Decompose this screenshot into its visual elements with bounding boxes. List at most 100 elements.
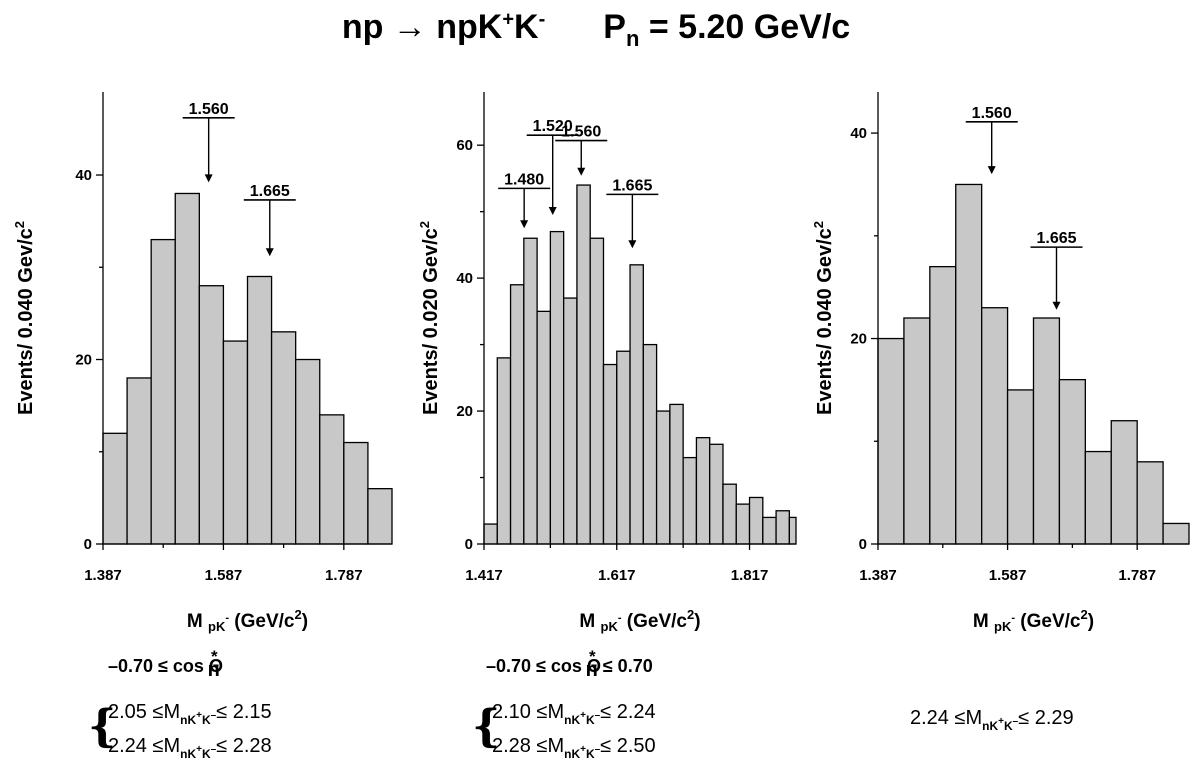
peak-annotation: 1.665	[1031, 230, 1083, 310]
cos-theta-cut: –0.70 ≤ cos Θ* n ≤ 0.70	[486, 647, 653, 681]
cos-theta-cut: –0.70 ≤ cos Θ* n	[108, 647, 223, 681]
x-axis-label-unit-sup: 2	[295, 607, 302, 622]
x-tick-label: 1.617	[598, 567, 636, 584]
annotation-arrow-head	[205, 174, 213, 182]
y-axis-label: Events/ 0.040 Gev/c2	[12, 221, 37, 415]
y-tick-label: 0	[859, 536, 867, 553]
histogram-bar	[683, 458, 696, 544]
histogram-bar	[537, 311, 550, 544]
histogram-bar	[1008, 390, 1034, 544]
histogram-bar	[643, 345, 656, 544]
y-tick-label: 40	[850, 125, 867, 142]
histogram-bar	[590, 238, 603, 544]
mass-cut-line-1-right: ≤ 2.15	[216, 701, 271, 723]
histogram-bar	[1034, 318, 1060, 544]
histogram-bar	[368, 489, 392, 544]
x-axis-label-close: )	[694, 611, 700, 632]
histogram-bar	[723, 484, 736, 544]
histogram-bar	[550, 232, 563, 544]
cos-cut-sub: n	[586, 659, 598, 681]
mass-cut-line-1: 2.10 ≤MnK+K–≤ 2.24	[492, 701, 656, 727]
x-axis-label-unit-sup: 2	[1081, 607, 1088, 622]
mass-cut-line-1-right: ≤ 2.29	[1018, 707, 1073, 729]
x-axis-label-close: )	[302, 611, 308, 632]
x-axis-label: M pK- (GeV/c2)	[187, 607, 308, 634]
histogram-bar	[750, 497, 763, 544]
x-axis-label-unit: (GeV/c	[1015, 611, 1081, 632]
peak-annotation: 1.665	[606, 177, 658, 248]
mass-cut-line-2-sub-mid: K	[202, 747, 211, 761]
histogram-bar	[617, 351, 630, 544]
x-tick-label: 1.587	[989, 567, 1027, 584]
x-axis-label-unit: (GeV/c	[622, 611, 688, 632]
mass-cut-line-1-sub-mid: K	[1004, 719, 1013, 733]
x-axis-label: M pK- (GeV/c2)	[579, 607, 700, 634]
y-axis-label-sup: 2	[417, 221, 432, 228]
x-tick-label: 1.387	[84, 567, 122, 584]
annotation-label: 1.560	[561, 124, 601, 141]
x-tick-label: 1.417	[465, 567, 503, 584]
annotation-arrow-head	[549, 207, 557, 215]
histogram-bar	[763, 517, 776, 544]
y-axis-label: Events/ 0.040 Gev/c2	[811, 221, 836, 415]
annotation-arrow-head	[628, 240, 636, 248]
mass-cut-line-2-sub: nK	[180, 747, 196, 761]
y-axis-label-sup: 2	[811, 221, 826, 228]
histogram-bar	[710, 444, 723, 544]
cos-cut-prefix: –0.70 ≤ cos Θ	[108, 656, 223, 676]
y-tick-label: 0	[84, 536, 92, 553]
histogram-bar	[1059, 380, 1085, 544]
histogram-bar	[199, 286, 223, 544]
y-tick-label: 20	[456, 403, 473, 420]
peak-annotation: 1.560	[966, 105, 1018, 174]
histogram-bar	[564, 298, 577, 544]
x-axis-label-sub: pK	[994, 619, 1012, 634]
x-axis-label-unit-sup: 2	[687, 607, 694, 622]
x-axis-label-unit: (GeV/c	[229, 611, 295, 632]
y-tick-label: 20	[850, 331, 867, 348]
y-axis-label-sup: 2	[12, 221, 27, 228]
histogram-bar	[127, 378, 151, 544]
histogram-bar	[630, 265, 643, 544]
histogram-bar	[1085, 452, 1111, 544]
x-axis-label-symbol: M	[973, 611, 994, 632]
histogram-bar	[657, 411, 670, 544]
annotation-label: 1.560	[189, 101, 229, 118]
histogram-bar	[904, 318, 930, 544]
histogram-bar	[878, 339, 904, 544]
histogram-bar	[103, 433, 127, 544]
mass-cut-line-2-right: ≤ 2.50	[600, 735, 655, 757]
annotation-label: 1.665	[1036, 230, 1076, 247]
mass-cut-line-2-sub-mid: K	[586, 747, 595, 761]
mass-cut-line-2: 2.28 ≤MnK+K–≤ 2.50	[492, 735, 656, 761]
histogram-bar	[511, 285, 524, 544]
x-axis-label-symbol: M	[187, 611, 208, 632]
y-tick-label: 40	[456, 270, 473, 287]
mass-cut-line-2-left: 2.28 ≤M	[492, 735, 564, 757]
histogram-bar	[603, 365, 616, 544]
histogram-bar	[789, 517, 796, 544]
histogram-bar	[223, 341, 247, 544]
annotation-arrow-head	[266, 248, 274, 256]
x-tick-label: 1.787	[325, 567, 363, 584]
histogram-bar	[982, 308, 1008, 544]
histogram-bar	[484, 524, 497, 544]
y-tick-label: 60	[456, 137, 473, 154]
y-axis-label: Events/ 0.020 Gev/c2	[417, 221, 442, 415]
mass-cut-line-1: 2.24 ≤MnK+K–≤ 2.29	[910, 707, 1074, 733]
histogram-bar	[497, 358, 510, 544]
mass-cut-line-1-right: ≤ 2.24	[600, 701, 655, 723]
y-tick-label: 20	[75, 352, 92, 369]
mass-cut-line-1: 2.05 ≤MnK+K–≤ 2.15	[108, 701, 272, 727]
cos-cut-prefix: –0.70 ≤ cos Θ	[486, 656, 601, 676]
histogram-bar	[344, 443, 368, 544]
mass-cut-line-1-sub: nK	[982, 719, 998, 733]
annotation-label: 1.560	[972, 105, 1012, 122]
histogram-bar	[930, 267, 956, 544]
x-axis-label-sub: pK	[208, 619, 226, 634]
peak-annotation: 1.560	[555, 124, 607, 176]
annotation-arrow-head	[988, 166, 996, 174]
annotation-label: 1.665	[250, 183, 290, 200]
histogram-bar	[1137, 462, 1163, 544]
